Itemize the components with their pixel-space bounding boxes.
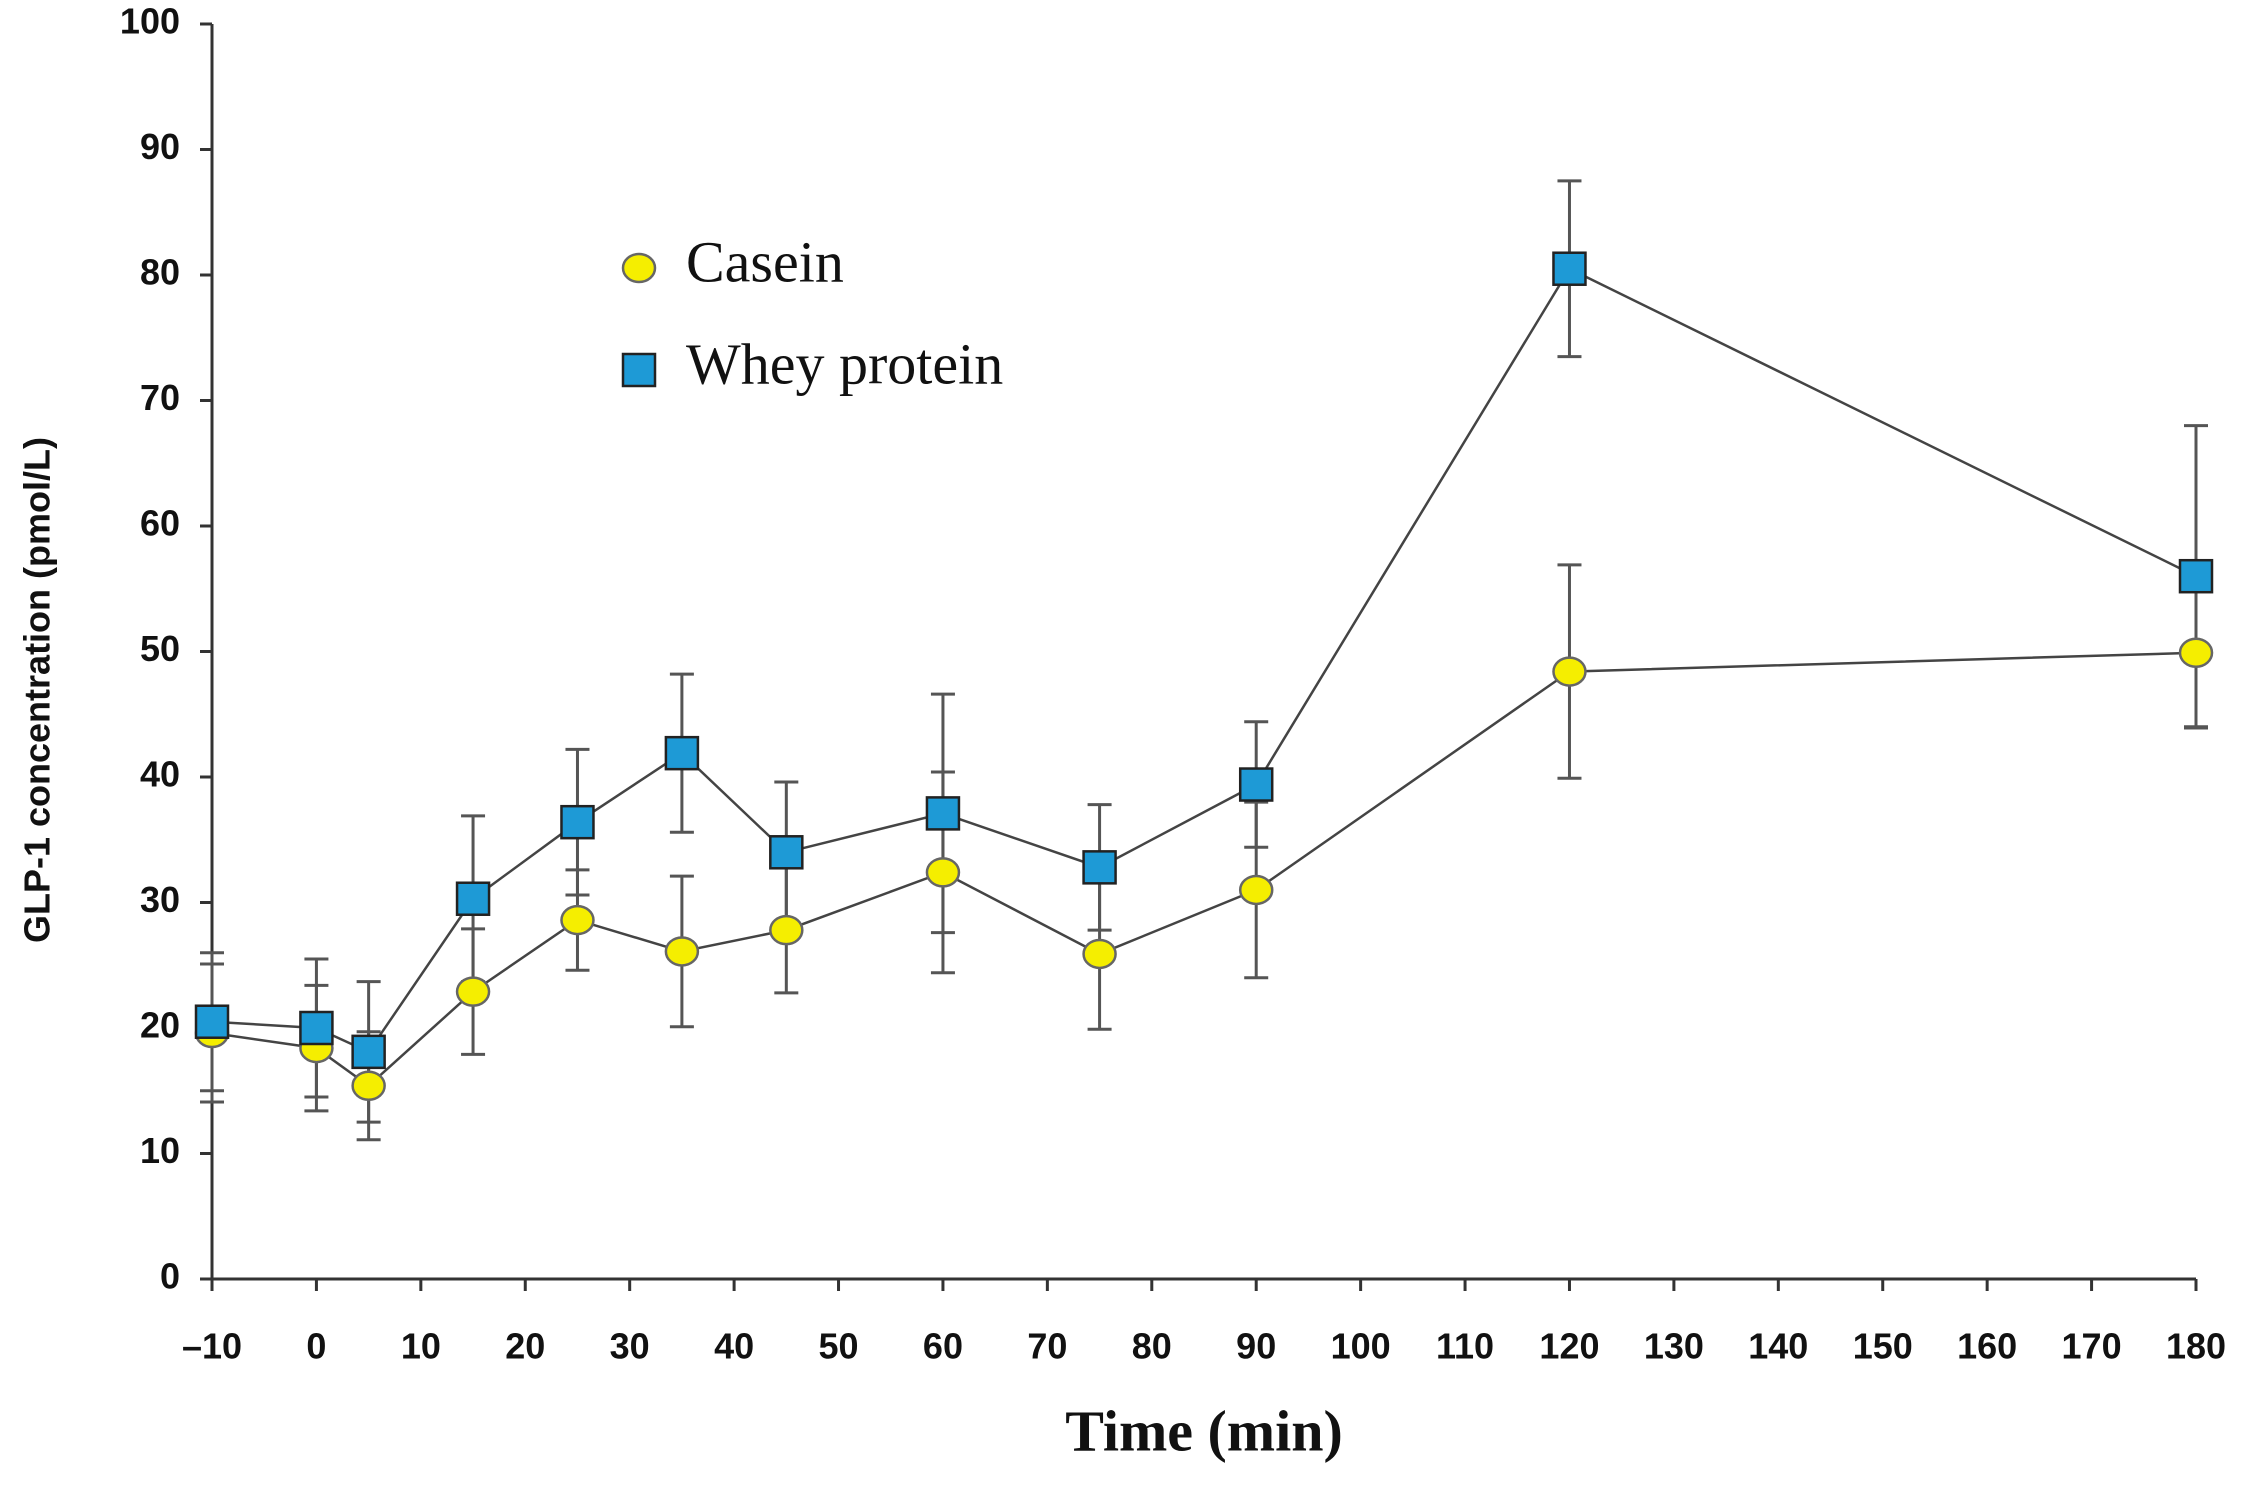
data-point (194, 1004, 230, 1039)
data-point (1552, 656, 1587, 687)
series-line (211, 267, 2197, 1054)
y-tick-label: 60 (140, 503, 180, 544)
data-point (1552, 251, 1587, 286)
x-tick-label: 70 (1027, 1326, 1067, 1367)
x-tick-label: –10 (182, 1326, 242, 1367)
x-tick-label: 0 (306, 1326, 326, 1367)
data-point (455, 881, 491, 916)
x-tick-label: 60 (923, 1326, 963, 1367)
data-point (769, 835, 804, 870)
data-point (351, 1034, 386, 1070)
data-point (299, 1010, 334, 1046)
y-tick-label: 70 (140, 377, 180, 418)
data-point (560, 804, 595, 840)
y-tick-label: 20 (140, 1005, 180, 1046)
x-tick-label: 100 (1331, 1326, 1391, 1367)
legend: Casein Whey protein (621, 229, 1003, 396)
data-point (1082, 938, 1117, 970)
y-tick-label: 30 (140, 879, 180, 920)
data-point (1082, 850, 1117, 885)
data-point (925, 796, 961, 831)
data-point (2178, 558, 2214, 594)
data-point (560, 904, 595, 936)
series-line (211, 651, 2197, 1088)
x-tick-label: 170 (2062, 1326, 2122, 1367)
data-point (1238, 767, 1274, 802)
x-tick-label: 140 (1748, 1326, 1808, 1367)
legend-label: Casein (686, 229, 844, 294)
y-tick-label: 90 (140, 126, 180, 167)
data-point (769, 914, 804, 946)
x-tick-label: 160 (1957, 1326, 2017, 1367)
data-point (1238, 874, 1274, 906)
y-tick-label: 50 (140, 628, 180, 669)
legend-marker (621, 252, 657, 284)
x-tick-label: 80 (1132, 1326, 1172, 1367)
y-tick-label: 100 (120, 1, 180, 42)
y-tick-label: 0 (160, 1256, 180, 1297)
x-tick-label: 40 (714, 1326, 754, 1367)
x-tick-label: 90 (1236, 1326, 1276, 1367)
data-point (2178, 637, 2214, 669)
legend-marker (621, 352, 657, 388)
x-tick-label: 150 (1853, 1326, 1913, 1367)
y-tick-label: 80 (140, 252, 180, 293)
legend-label: Whey protein (686, 331, 1003, 396)
x-tick-label: 120 (1539, 1326, 1599, 1367)
x-tick-label: 130 (1644, 1326, 1704, 1367)
x-tick-label: 20 (505, 1326, 545, 1367)
y-tick-label: 10 (140, 1130, 180, 1171)
y-tick-label: 40 (140, 754, 180, 795)
x-axis-label: Time (min) (1065, 1398, 1343, 1463)
x-tick-label: 180 (2166, 1326, 2226, 1367)
x-tick-label: 50 (819, 1326, 859, 1367)
data-point (664, 936, 700, 967)
data-point (351, 1070, 386, 1101)
x-tick-label: 30 (610, 1326, 650, 1367)
x-tick-label: 110 (1436, 1326, 1494, 1367)
data-point (925, 857, 961, 888)
x-tick-label: 10 (401, 1326, 441, 1367)
data-point (455, 976, 491, 1007)
y-axis-label: GLP-1 concentration (pmol/L) (17, 437, 58, 943)
data-point (664, 735, 700, 771)
